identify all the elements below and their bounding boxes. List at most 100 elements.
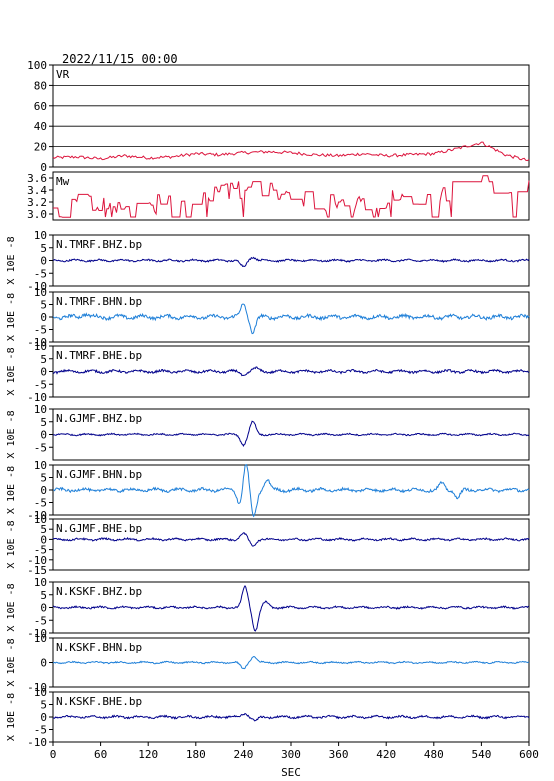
y-axis-label: X 10E -8 [6,466,17,514]
y-tick-label: 10 [34,632,47,645]
panel-1: 3.03.23.43.6 Mw [27,171,530,221]
y-tick-label: -10 [27,391,47,404]
y-tick-label: 5 [40,353,47,366]
y-tick-label: 100 [27,59,47,72]
panel-9: -10 0 10 X 10E -8 N.KSKF.BHN.bp [6,632,530,694]
chart-datetime: 2022/11/15 00:00 [62,52,178,66]
x-tick-label: 0 [50,748,57,761]
panel-label: N.TMRF.BHN.bp [56,295,142,308]
y-tick-label: 10 [34,229,47,242]
y-tick-label: 0 [40,657,47,670]
y-tick-label: 0 [40,311,47,324]
y-tick-label: -5 [34,614,47,627]
series-line [53,175,530,218]
panel-frame [52,518,530,571]
y-tick-label: 5 [40,416,47,429]
x-tick-label: 180 [186,748,206,761]
y-tick-label: 3.2 [27,196,47,209]
panel-label: N.GJMF.BHN.bp [56,468,142,481]
y-tick-label: 10 [34,403,47,416]
y-axis-label: X 10E -8 [6,293,17,341]
y-axis-label: X 10E -8 [6,347,17,395]
y-tick-label: -10 [27,280,47,293]
x-tick-label: 240 [233,748,253,761]
y-tick-label: 20 [34,141,47,154]
panel-label: N.TMRF.BHE.bp [56,349,142,362]
y-tick-label: 0 [40,484,47,497]
y-tick-label: -5 [34,497,47,510]
series-line [52,532,530,547]
y-axis-label: X 10E -8 [6,410,17,458]
y-tick-label: -5 [34,544,47,557]
y-tick-label: -15 [27,564,47,577]
series-line [52,584,530,632]
y-tick-label: 5 [40,699,47,712]
y-tick-label: 0 [40,366,47,379]
y-tick-label: 3.4 [27,184,47,197]
y-tick-label: 5 [40,589,47,602]
y-axis-label: X 10E -8 [6,520,17,568]
x-axis-label: SEC [281,766,301,779]
y-tick-label: -10 [27,627,47,640]
series-line [52,655,530,670]
x-tick-label: 300 [281,748,301,761]
panel-label: N.KSKF.BHZ.bp [56,585,142,598]
panel-frame [52,64,530,168]
x-tick-label: 540 [471,748,491,761]
x-tick-label: 600 [519,748,539,761]
x-tick-label: 480 [424,748,444,761]
y-tick-label: 10 [34,286,47,299]
y-tick-label: 0 [40,255,47,268]
series-line [52,256,530,268]
y-axis-label: X 10E -8 [6,583,17,631]
x-tick-label: 120 [138,748,158,761]
y-tick-label: -10 [27,681,47,694]
y-tick-label: -5 [34,324,47,337]
x-tick-label: 420 [376,748,396,761]
y-tick-label: 5 [40,523,47,536]
y-tick-label: -5 [34,441,47,454]
x-tick-label: 360 [329,748,349,761]
y-tick-label: 40 [34,120,47,133]
y-tick-label: -5 [34,267,47,280]
panel-label: Mw [56,175,70,188]
y-axis-label: X 10E -8 [6,638,17,686]
series-line [52,366,530,377]
series-line [52,303,530,335]
y-tick-label: -10 [27,554,47,567]
series-line [53,712,530,722]
panel-label: N.KSKF.BHE.bp [56,695,142,708]
y-tick-label: 5 [40,472,47,485]
y-tick-label: -5 [34,378,47,391]
y-tick-label: 5 [40,299,47,312]
y-tick-label: 3.0 [27,208,47,221]
y-tick-label: -10 [27,509,47,522]
y-tick-label: 0 [40,602,47,615]
y-tick-label: 10 [34,513,47,526]
panel-label: N.TMRF.BHZ.bp [56,238,142,251]
panel-label: N.KSKF.BHN.bp [56,641,142,654]
panel-label: N.GJMF.BHE.bp [56,522,142,535]
y-tick-label: 0 [40,533,47,546]
y-tick-label: -5 [34,724,47,737]
y-tick-label: 10 [34,576,47,589]
y-tick-label: 80 [34,79,47,92]
series-line [52,464,530,518]
panel-0: 0 20 40 60 80 100 VR [27,59,530,174]
panel-label: N.GJMF.BHZ.bp [56,412,142,425]
panel-frame [52,171,530,221]
y-tick-label: 10 [34,340,47,353]
y-axis-label: X 10E -8 [6,693,17,741]
y-tick-label: 60 [34,100,47,113]
y-tick-label: 0 [40,161,47,174]
y-tick-label: -10 [27,736,47,749]
y-tick-label: 3.6 [27,172,47,185]
